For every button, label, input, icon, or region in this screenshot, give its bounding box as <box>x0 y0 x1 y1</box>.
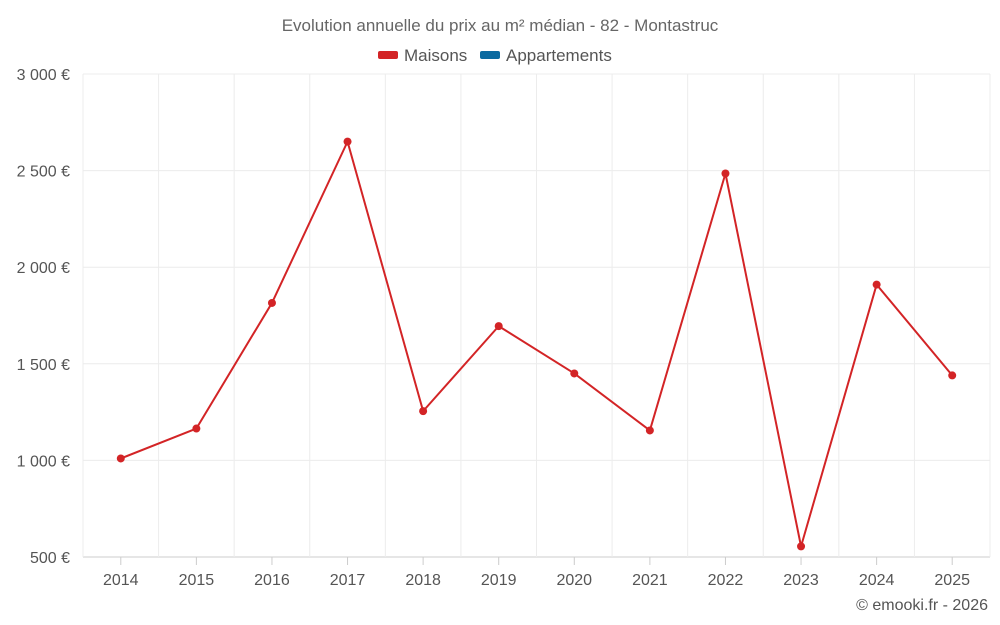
legend-swatch-appartements <box>480 51 500 59</box>
data-point <box>872 280 881 289</box>
credit-text: © emooki.fr - 2026 <box>856 597 988 614</box>
y-axis-ticks: 500 € 1 000 € 1 500 € 2 000 € 2 500 € 3 000 € <box>17 67 70 567</box>
data-point <box>116 454 125 463</box>
data-point <box>267 298 276 307</box>
data-point <box>948 371 957 380</box>
x-tick-label: 2023 <box>783 572 819 589</box>
x-tick-label: 2014 <box>103 572 139 589</box>
grid <box>82 73 991 558</box>
x-tick-label: 2025 <box>934 572 970 589</box>
y-tick-label: 1 500 € <box>17 357 70 374</box>
data-point <box>721 169 730 178</box>
x-tick-label: 2016 <box>254 572 290 589</box>
y-tick-label: 3 000 € <box>17 67 70 84</box>
y-tick-label: 1 000 € <box>17 453 70 470</box>
x-tick-label: 2021 <box>632 572 668 589</box>
chart-title: Evolution annuelle du prix au m² médian … <box>282 16 719 35</box>
y-tick-label: 2 000 € <box>17 260 70 277</box>
data-point <box>192 424 201 433</box>
data-point <box>570 369 579 378</box>
legend-label-maisons: Maisons <box>404 46 467 65</box>
y-tick-label: 2 500 € <box>17 164 70 181</box>
x-tick-label: 2019 <box>481 572 517 589</box>
x-tick-label: 2020 <box>556 572 592 589</box>
legend-label-appartements: Appartements <box>506 46 612 65</box>
x-tick-label: 2022 <box>708 572 744 589</box>
data-point <box>419 407 428 416</box>
series-group <box>116 137 957 551</box>
x-tick-label: 2024 <box>859 572 895 589</box>
data-point <box>645 426 654 435</box>
x-axis-ticks: 2014 2015 2016 2017 2018 2019 2020 2021 2022 2023… <box>103 557 970 589</box>
y-tick-label: 500 € <box>30 550 70 567</box>
legend-swatch-maisons <box>378 51 398 59</box>
data-point <box>494 322 503 331</box>
series-line-maisons <box>120 140 953 548</box>
x-tick-label: 2018 <box>405 572 441 589</box>
data-point <box>343 137 352 146</box>
x-tick-label: 2017 <box>330 572 366 589</box>
legend: Maisons Appartements <box>378 46 612 65</box>
x-tick-label: 2015 <box>179 572 215 589</box>
data-point <box>797 542 806 551</box>
